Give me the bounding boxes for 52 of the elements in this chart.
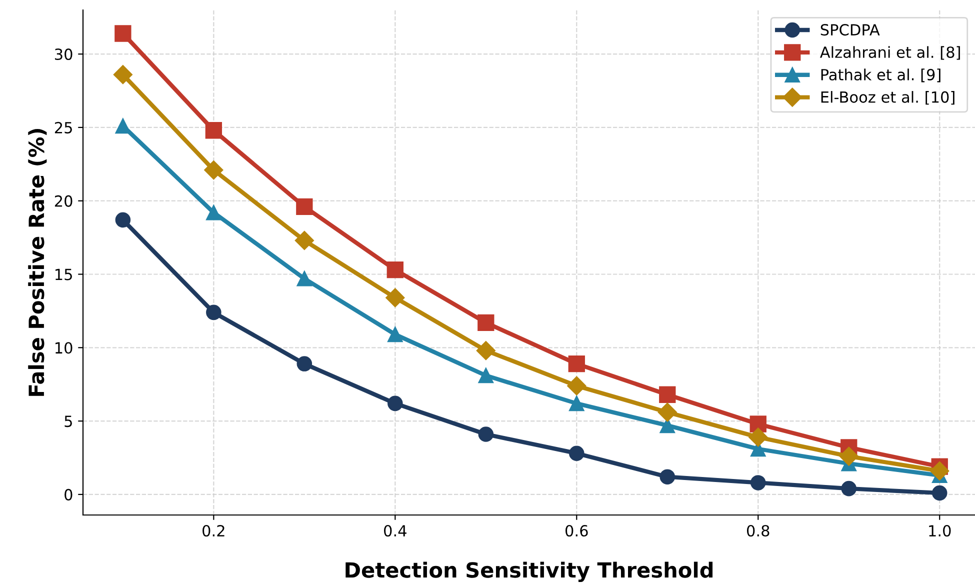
legend-label: SPCDPA [820, 24, 880, 36]
y-tick-label: 25 [54, 122, 72, 134]
point [478, 426, 494, 442]
point [206, 204, 222, 220]
point [930, 461, 950, 480]
point [750, 416, 766, 432]
point [659, 386, 676, 403]
x-tick-label: 0.4 [384, 524, 406, 537]
point [839, 446, 858, 466]
y-tick-label: 10 [56, 342, 72, 354]
point [386, 288, 405, 308]
point [388, 396, 403, 412]
x-tick-label: 1.0 [929, 524, 951, 537]
x-tick-label: 0.6 [566, 524, 588, 537]
point [386, 262, 404, 278]
x-axis-title: Detection Sensitivity Threshold [346, 562, 713, 582]
point [478, 314, 494, 332]
x-tick-label: 0.2 [202, 524, 224, 537]
legend-label: Pathak et al. [9] [821, 68, 940, 82]
point [206, 304, 222, 320]
point [569, 446, 584, 461]
point [294, 230, 314, 250]
point [748, 428, 768, 447]
legend-label: Alzahrani et al. [8] [820, 46, 960, 60]
point [478, 368, 494, 384]
x-tick-label: 0.8 [746, 524, 770, 537]
point [115, 212, 131, 228]
point [476, 341, 496, 360]
point [658, 402, 677, 422]
point [115, 118, 131, 134]
y-tick-label: 15 [56, 268, 72, 280]
point [114, 25, 132, 42]
y-axis-title: False Positive Rate (%) [28, 129, 47, 396]
point [205, 122, 222, 139]
point [567, 376, 586, 396]
point [569, 396, 584, 412]
legend-label: El-Booz et al. [10] [821, 91, 954, 105]
y-tick-label: 0 [64, 488, 72, 500]
point [750, 475, 766, 490]
point [841, 480, 857, 496]
y-tick-label: 30 [55, 48, 72, 60]
point [204, 160, 224, 180]
point [388, 326, 403, 342]
point [568, 355, 585, 372]
point [296, 271, 312, 286]
point [660, 469, 676, 484]
point [932, 485, 948, 501]
y-tick-label: 20 [54, 195, 72, 207]
point [113, 65, 132, 84]
point [296, 356, 312, 372]
y-tick-label: 5 [64, 416, 72, 428]
point [296, 198, 313, 216]
